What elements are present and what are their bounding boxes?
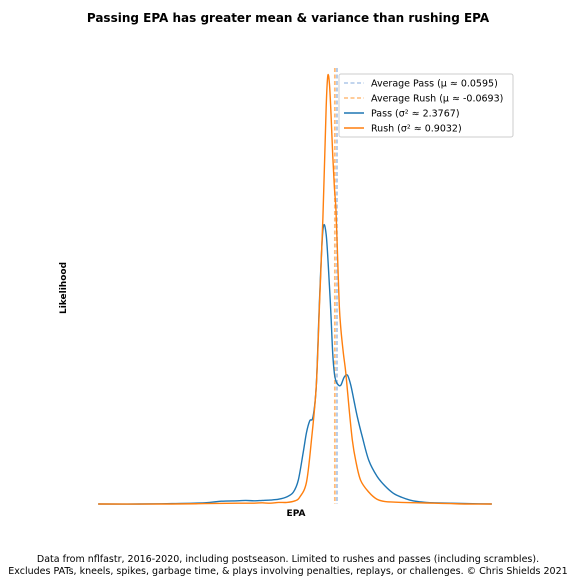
legend-label-pass: Pass (σ² ≈ 2.3767) [371, 109, 460, 120]
legend-box [338, 73, 514, 138]
legend-label-rush: Rush (σ² ≈ 0.9032) [371, 124, 462, 135]
legend-label-rush-mean: Average Rush (μ ≈ -0.0693) [371, 94, 503, 105]
plot-area [98, 68, 492, 505]
chart-title: Passing EPA has greater mean & variance … [87, 11, 490, 25]
caption-line-2: Excludes PATs, kneels, spikes, garbage t… [8, 566, 567, 576]
series-line-rush [98, 73, 492, 505]
legend-label-pass-mean: Average Pass (μ ≈ 0.0595) [371, 79, 498, 90]
series-line-pass [98, 223, 492, 505]
y-axis-label: Likelihood [59, 262, 69, 314]
legend: Average Pass (μ ≈ 0.0595) Average Rush (… [338, 73, 514, 138]
x-axis-label: EPA [287, 509, 306, 519]
caption-line-1: Data from nflfastr, 2016-2020, including… [37, 554, 539, 565]
